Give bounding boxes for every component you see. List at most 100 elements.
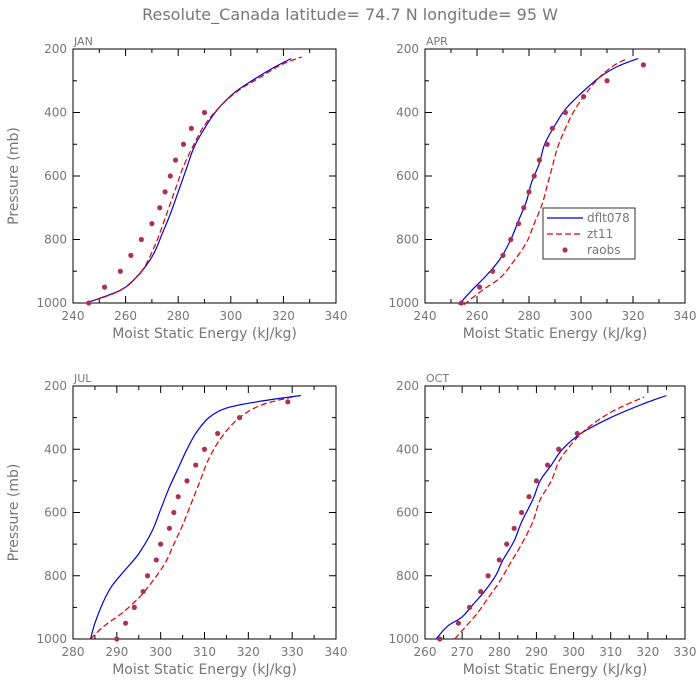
data-point [544,141,550,147]
data-point [114,636,120,642]
x-tick-label: 310 [193,645,216,659]
y-axis-label: Pressure (mb) [6,127,22,225]
x-tick-label: 320 [636,645,659,659]
data-point [581,94,587,100]
panel-label: APR [426,35,448,48]
x-axis-label: Moist Static Energy (kJ/kg) [463,326,648,342]
data-point [131,604,137,610]
panel-label: JUL [73,372,92,385]
x-tick-label: 330 [281,645,304,659]
data-point [193,462,199,468]
y-tick-label: 400 [44,106,67,120]
data-point [101,284,108,290]
x-tick-label: 280 [167,309,190,323]
y-tick-label: 200 [44,42,67,56]
figure-title: Resolute_Canada latitude= 74.7 N longitu… [142,5,558,25]
y-axis-label: Pressure (mb) [6,464,22,562]
series-line-zt11 [454,396,645,640]
data-point [166,525,173,531]
data-point [516,221,522,227]
data-point [128,252,134,258]
series-line-dflt078 [85,57,292,304]
data-point [285,399,291,405]
x-tick-label: 340 [674,309,697,323]
panel-apr: APR 240 260 280 300 320 340 200 400 600 800 1000 Moi… [388,35,696,342]
data-point [549,125,556,131]
x-axis-label: Moist Static Energy (kJ/kg) [112,662,297,678]
data-point [521,205,527,211]
legend-label: dflt078 [587,211,630,225]
data-point [562,109,569,116]
y-tick-label: 800 [44,569,67,583]
data-point [117,268,123,274]
panel-label: OCT [426,372,449,385]
x-tick-label: 300 [149,645,172,659]
x-tick-label: 260 [414,645,437,659]
data-point [466,604,473,610]
y-tick-label: 600 [396,506,419,520]
x-tick-label: 320 [237,645,260,659]
y-tick-label: 200 [44,379,67,393]
data-point [477,284,483,290]
data-point [518,509,525,516]
x-tick-label: 300 [562,645,585,659]
y-tick-label: 200 [396,42,419,56]
data-point [123,620,129,626]
data-point [508,236,514,243]
series-raobs [114,399,291,642]
x-tick-label: 260 [466,309,489,323]
plot-frame [424,385,686,640]
y-tick-label: 600 [44,169,67,183]
series-line-dflt078 [435,394,667,640]
y-tick-label: 1000 [388,296,419,310]
data-point [149,221,155,227]
series-raobs [458,62,647,306]
data-point [215,430,221,437]
data-point [500,252,506,258]
data-point [496,557,502,563]
series-line-zt11 [463,57,629,306]
plot-frame [72,385,337,640]
data-point [167,173,173,179]
legend-label: raobs [587,243,621,257]
plot-frame [72,48,337,304]
x-tick-label: 330 [674,645,697,659]
x-axis-label: Moist Static Energy (kJ/kg) [463,662,648,678]
x-tick-label: 280 [488,645,511,659]
x-tick-label: 340 [325,309,348,323]
x-tick-label: 340 [325,645,348,659]
x-tick-label: 310 [599,645,622,659]
y-tick-label: 1000 [388,632,419,646]
y-tick-label: 800 [396,569,419,583]
y-tick-label: 400 [396,442,419,456]
data-point [171,509,177,516]
panel-label: JAN [73,35,93,48]
data-point [188,125,194,131]
data-point [511,525,517,531]
data-point [180,141,187,147]
x-tick-label: 260 [114,309,137,323]
data-point [604,78,610,84]
x-tick-label: 320 [272,309,295,323]
legend-label: zt11 [587,227,613,241]
panel-jan: JAN 240 260 280 300 320 340 200 400 600 800 1000 Moi… [6,35,347,342]
x-tick-label: 300 [219,309,242,323]
y-tick-label: 600 [396,169,419,183]
data-point [455,620,462,626]
x-tick-label: 300 [570,309,593,323]
x-tick-label: 320 [622,309,645,323]
data-point [236,415,243,421]
y-tick-label: 800 [396,233,419,247]
y-tick-label: 400 [44,442,67,456]
series-line-zt11 [85,56,303,304]
panels: JAN 240 260 280 300 320 340 200 400 600 800 1000 Moi… [6,35,696,678]
series-line-dflt078 [89,394,301,640]
data-point [86,300,92,306]
x-tick-label: 280 [62,645,85,659]
data-point [162,189,168,195]
data-point [485,573,491,579]
data-point [640,62,647,68]
legend-marker [562,247,568,253]
data-point [490,268,496,274]
x-tick-label: 290 [105,645,128,659]
